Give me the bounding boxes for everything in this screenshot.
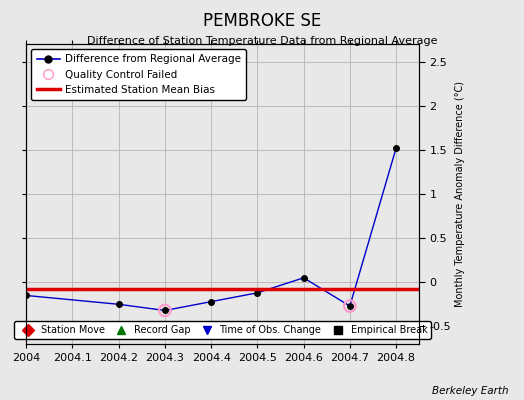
Point — [161, 307, 169, 314]
Text: PEMBROKE SE: PEMBROKE SE — [203, 12, 321, 30]
Legend: Station Move, Record Gap, Time of Obs. Change, Empirical Break: Station Move, Record Gap, Time of Obs. C… — [14, 321, 431, 339]
Text: Berkeley Earth: Berkeley Earth — [432, 386, 508, 396]
Point — [346, 303, 354, 309]
Text: Difference of Station Temperature Data from Regional Average: Difference of Station Temperature Data f… — [87, 36, 437, 46]
Y-axis label: Monthly Temperature Anomaly Difference (°C): Monthly Temperature Anomaly Difference (… — [455, 81, 465, 307]
